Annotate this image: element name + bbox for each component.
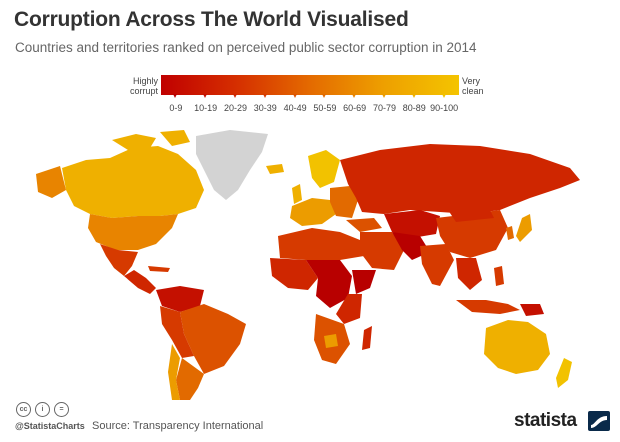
region-iran	[392, 232, 430, 260]
region-indonesia	[456, 266, 520, 314]
legend-label-corrupt-line1: Highly	[132, 76, 158, 86]
legend-range-label: 70-79	[372, 103, 397, 113]
region-png	[520, 304, 544, 316]
region-madagascar	[362, 326, 372, 350]
region-north-africa	[278, 228, 364, 260]
region-brazil	[180, 304, 246, 374]
region-canada-islands	[112, 130, 190, 150]
legend-tick	[441, 94, 446, 98]
creative-commons-icon: cc	[16, 402, 31, 417]
legend-tick	[262, 94, 267, 98]
attribution-icon: i	[35, 402, 50, 417]
legend-label-corrupt: Highly corrupt	[118, 76, 158, 96]
region-scandinavia	[308, 150, 340, 188]
region-new-zealand	[556, 358, 572, 388]
legend-range-label: 30-39	[253, 103, 277, 113]
legend-range-label: 60-69	[343, 103, 367, 113]
source-credit: Source: Transparency International	[92, 420, 264, 432]
no-derivatives-icon: =	[54, 402, 69, 417]
region-mongolia	[448, 206, 494, 222]
world-map	[36, 130, 580, 400]
region-iceland	[266, 164, 284, 174]
legend-range-label: 20-29	[223, 103, 248, 113]
legend-color-bar	[161, 75, 459, 95]
legend-tick	[352, 94, 357, 98]
twitter-handle: @StatistaCharts	[15, 421, 85, 431]
legend-tick	[292, 94, 297, 98]
statista-logo[interactable]: statista	[514, 410, 577, 431]
region-botswana	[324, 334, 338, 348]
legend-tick	[322, 94, 327, 98]
region-southeast-asia	[456, 258, 482, 290]
region-west-africa	[270, 258, 318, 290]
legend-range-label: 50-59	[313, 103, 337, 113]
region-turkey	[346, 218, 382, 232]
region-russia	[340, 144, 580, 214]
legend-label-corrupt-line2: corrupt	[129, 86, 158, 96]
region-southern-cone	[176, 358, 204, 400]
page-subtitle: Countries and territories ranked on perc…	[15, 40, 477, 55]
legend-label-clean-line1: Very	[462, 76, 481, 86]
region-australia	[484, 320, 550, 374]
statista-logo-icon	[588, 411, 610, 431]
legend-tick	[233, 94, 237, 98]
region-china	[436, 210, 508, 258]
region-usa	[36, 166, 178, 250]
legend-range-label: 80-89	[402, 103, 426, 113]
page-title: Corruption Across The World Visualised	[14, 8, 409, 31]
license-icons: cc i =	[16, 402, 69, 417]
region-chile	[168, 344, 180, 400]
legend-tick	[411, 94, 416, 98]
region-eastern-europe	[330, 186, 358, 218]
legend-range-label: 10-19	[194, 103, 218, 113]
region-central-africa	[306, 260, 352, 308]
legend-label-clean: Very clean	[462, 76, 502, 96]
region-andes	[160, 306, 194, 358]
region-horn-of-africa	[352, 270, 376, 294]
region-middle-east	[360, 232, 404, 270]
region-korea	[506, 226, 514, 240]
region-mexico	[100, 244, 138, 276]
region-western-europe	[290, 198, 336, 226]
legend-range-label: 0-9	[169, 103, 183, 113]
legend-tick	[203, 94, 208, 98]
legend-label-clean-line2: clean	[462, 86, 484, 96]
region-central-america	[124, 270, 156, 294]
legend-tick	[382, 94, 386, 98]
region-uk	[292, 184, 302, 204]
region-greenland	[196, 130, 268, 200]
legend-tick	[173, 94, 178, 98]
region-east-africa	[336, 294, 362, 324]
region-caribbean	[148, 266, 170, 272]
region-central-asia	[384, 210, 440, 238]
region-canada	[62, 146, 204, 218]
legend-range-label: 40-49	[283, 103, 307, 113]
region-india	[420, 244, 454, 286]
region-northern-south-america	[156, 286, 204, 312]
region-japan	[516, 214, 532, 242]
legend-range-label: 90-100	[430, 103, 459, 113]
